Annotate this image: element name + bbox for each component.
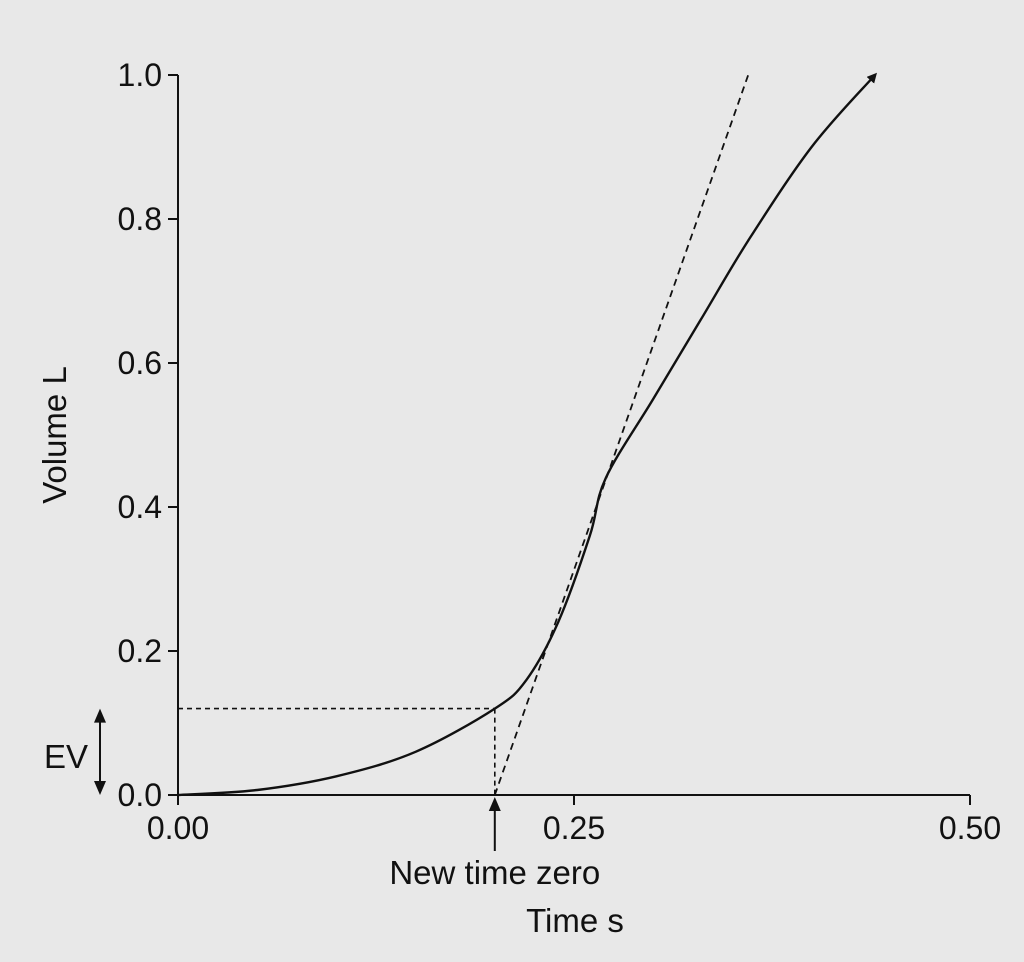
y-tick-label: 1.0 bbox=[118, 57, 162, 93]
volume-curve bbox=[177, 72, 877, 797]
y-tick-label: 0.2 bbox=[118, 633, 162, 669]
y-tick-label: 0.8 bbox=[118, 201, 162, 237]
y-tick-label: 0.4 bbox=[118, 489, 162, 525]
new-time-zero-arrowhead bbox=[488, 797, 501, 811]
ev-guides bbox=[178, 707, 496, 795]
axes: 0.0 0.2 0.4 0.6 0.8 1.0 0.00 0.25 0.50 Time s Volu… bbox=[36, 57, 1001, 939]
y-tick-label: 0.6 bbox=[118, 345, 162, 381]
series bbox=[177, 72, 877, 797]
ev-arrow-down bbox=[94, 781, 106, 795]
x-tick-label: 0.50 bbox=[939, 810, 1001, 846]
ev-label: EV bbox=[44, 738, 88, 775]
x-axis-label: Time s bbox=[526, 902, 624, 939]
y-axis-label: Volume L bbox=[36, 366, 73, 504]
y-tick-label: 0.0 bbox=[118, 777, 162, 813]
new-time-zero-label: New time zero bbox=[389, 854, 600, 891]
x-tick-label: 0.25 bbox=[543, 810, 605, 846]
tangent-line bbox=[493, 74, 750, 796]
ev-arrow-up bbox=[94, 708, 106, 723]
annotations: EV New time zero bbox=[44, 708, 600, 891]
x-tick-label: 0.00 bbox=[147, 810, 209, 846]
